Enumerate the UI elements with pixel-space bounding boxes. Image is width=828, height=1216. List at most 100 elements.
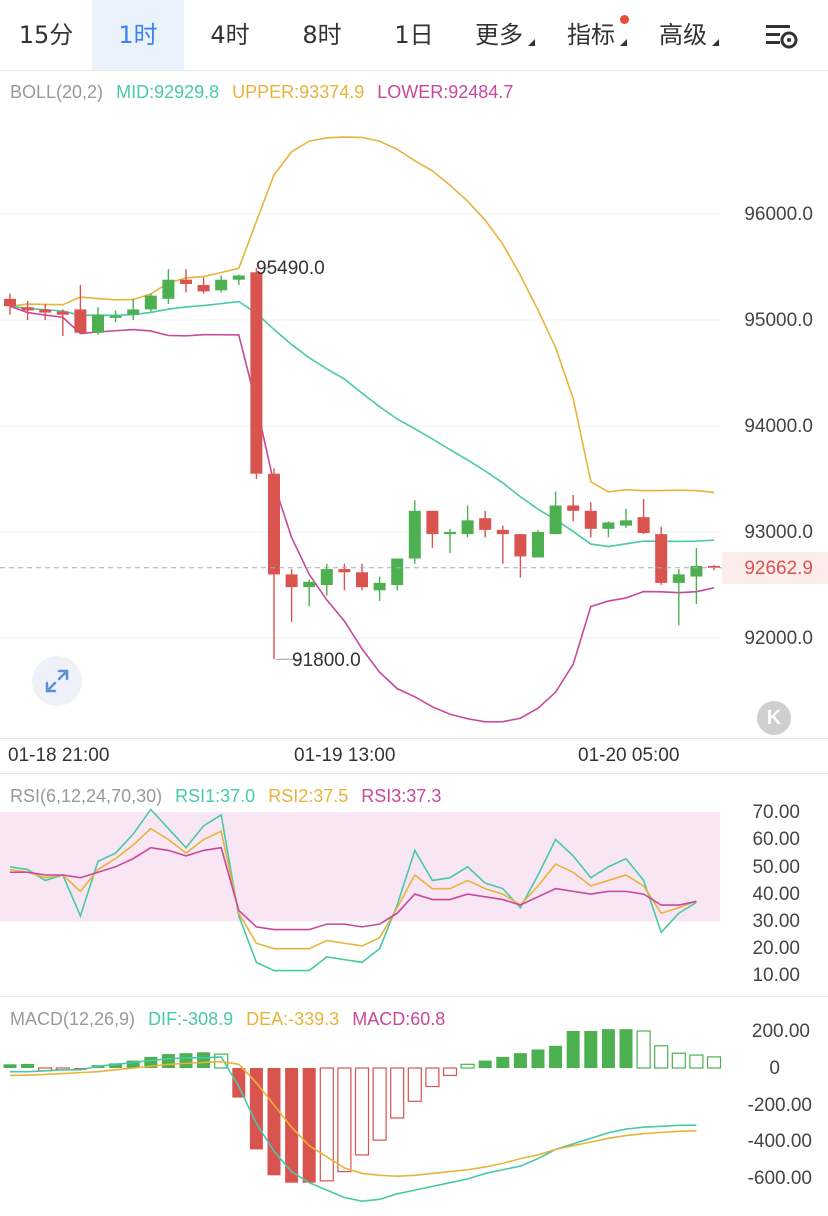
candle-body xyxy=(408,510,421,559)
rsi-tick: 30.00 xyxy=(752,911,800,932)
current-price-label: 92662.9 xyxy=(744,558,813,579)
macd-histogram-bar xyxy=(302,1068,316,1183)
macd-histogram-bar xyxy=(3,1064,17,1068)
boll-lower-value: LOWER:92484.7 xyxy=(377,82,514,102)
candle-body xyxy=(584,510,597,529)
macd-dif-value: DIF:-308.9 xyxy=(148,1009,234,1029)
candle-body xyxy=(215,279,228,291)
macd-histogram-bar xyxy=(513,1053,527,1068)
chart-settings-icon[interactable] xyxy=(764,20,800,52)
tab-15min[interactable]: 15分 xyxy=(18,21,74,49)
time-label: 01-19 13:00 xyxy=(294,745,396,766)
candle-body xyxy=(479,518,492,530)
candle-body xyxy=(320,569,333,585)
macd-histogram-bar xyxy=(144,1056,158,1068)
rsi1-line xyxy=(9,808,697,972)
macd-histogram-bar xyxy=(249,1068,263,1150)
rsi-legend: RSI(6,12,24,70,30) RSI1:37.0 RSI2:37.5 R… xyxy=(10,786,449,807)
candle-body xyxy=(426,510,439,535)
candle-body xyxy=(655,534,668,583)
candle-body xyxy=(373,582,386,591)
price-tick: 92000.0 xyxy=(744,628,813,649)
macd-histogram-bar xyxy=(179,1053,193,1068)
macd-histogram-bar xyxy=(671,1052,686,1069)
candle-body xyxy=(549,505,562,535)
tab-advanced[interactable]: 高级 xyxy=(659,21,707,49)
macd-tick: -600.00 xyxy=(747,1168,812,1189)
interval-tab-bar: 15分 1时 4时 8时 1日 更多 指标 高级 xyxy=(0,0,828,71)
candle-body xyxy=(532,532,544,558)
tab-1hour[interactable]: 1时 xyxy=(92,0,184,70)
macd-histogram-bar xyxy=(407,1067,422,1102)
candle-body xyxy=(391,558,404,585)
boll-upper-line xyxy=(9,136,715,494)
macd-histogram-bar xyxy=(354,1067,370,1156)
macd-histogram-bar xyxy=(706,1056,722,1069)
macd-histogram-bar xyxy=(126,1060,140,1068)
high-price-label: 95490.0 xyxy=(256,258,325,279)
candle-body xyxy=(127,309,140,315)
chart-divider xyxy=(0,773,828,774)
macd-dif-line xyxy=(10,1056,697,1203)
macd-histogram-bar xyxy=(460,1063,475,1069)
rsi2-value: RSI2:37.5 xyxy=(268,786,349,806)
rsi1-value: RSI1:37.0 xyxy=(175,786,256,806)
macd-histogram-bar xyxy=(372,1067,387,1141)
candle-body xyxy=(21,307,34,311)
macd-hist-value: MACD:60.8 xyxy=(352,1009,446,1029)
rsi-tick: 10.00 xyxy=(752,965,800,986)
advanced-dropdown-icon xyxy=(712,39,719,46)
macd-histogram-bar xyxy=(319,1067,334,1182)
macd-tick: -400.00 xyxy=(747,1131,812,1152)
candle-body xyxy=(39,309,52,313)
candle-body xyxy=(162,279,175,299)
indicators-notification-dot xyxy=(620,15,629,24)
candle-body xyxy=(620,520,632,526)
tab-4hour[interactable]: 4时 xyxy=(210,21,250,49)
macd-dea-value: DEA:-339.3 xyxy=(246,1009,340,1029)
macd-tick: 0 xyxy=(769,1058,780,1079)
boll-label: BOLL(20,2) xyxy=(10,82,104,102)
macd-histogram-bar xyxy=(478,1060,492,1068)
macd-histogram-bar xyxy=(549,1045,563,1068)
candle-body xyxy=(356,572,368,588)
macd-legend: MACD(12,26,9) DIF:-308.9 DEA:-339.3 MACD… xyxy=(10,1009,453,1030)
candle-body xyxy=(602,522,615,529)
macd-histogram-bar xyxy=(442,1067,458,1077)
macd-histogram-bar xyxy=(496,1056,510,1068)
macd-dea-line xyxy=(9,1060,697,1178)
chart-divider xyxy=(0,738,828,739)
rsi-tick: 60.00 xyxy=(752,829,800,850)
price-tick: 93000.0 xyxy=(744,522,813,543)
macd-histogram-bar xyxy=(584,1031,598,1068)
tab-8hour[interactable]: 8时 xyxy=(302,21,342,49)
candle-body xyxy=(637,517,650,534)
rsi3-value: RSI3:37.3 xyxy=(361,786,442,806)
time-label: 01-18 21:00 xyxy=(8,745,110,766)
macd-histogram-bar xyxy=(531,1049,545,1068)
candle-body xyxy=(4,298,16,307)
macd-label: MACD(12,26,9) xyxy=(10,1009,136,1029)
rsi3-line xyxy=(10,846,697,931)
price-tick: 95000.0 xyxy=(744,310,813,331)
candle-body xyxy=(461,520,474,535)
tab-indicators[interactable]: 指标 xyxy=(567,21,615,49)
macd-histogram-bar xyxy=(425,1067,440,1088)
rsi-tick: 20.00 xyxy=(752,938,800,959)
candle-body xyxy=(109,315,122,318)
macd-histogram-bar xyxy=(337,1067,352,1173)
more-dropdown-icon xyxy=(528,39,535,46)
rsi2-line xyxy=(9,827,697,950)
candle-body xyxy=(690,565,703,577)
macd-histogram-bar xyxy=(73,1068,87,1070)
boll-upper-value: UPPER:93374.9 xyxy=(232,82,365,102)
macd-histogram-bar xyxy=(267,1068,281,1176)
macd-histogram-bar xyxy=(689,1054,704,1069)
macd-tick: -200.00 xyxy=(747,1095,812,1116)
tab-1day[interactable]: 1日 xyxy=(394,21,434,49)
tab-more[interactable]: 更多 xyxy=(475,21,523,49)
scroll-to-latest-icon[interactable]: K xyxy=(757,701,791,735)
macd-histogram-bar xyxy=(161,1054,175,1068)
fullscreen-expand-icon[interactable] xyxy=(32,656,82,706)
